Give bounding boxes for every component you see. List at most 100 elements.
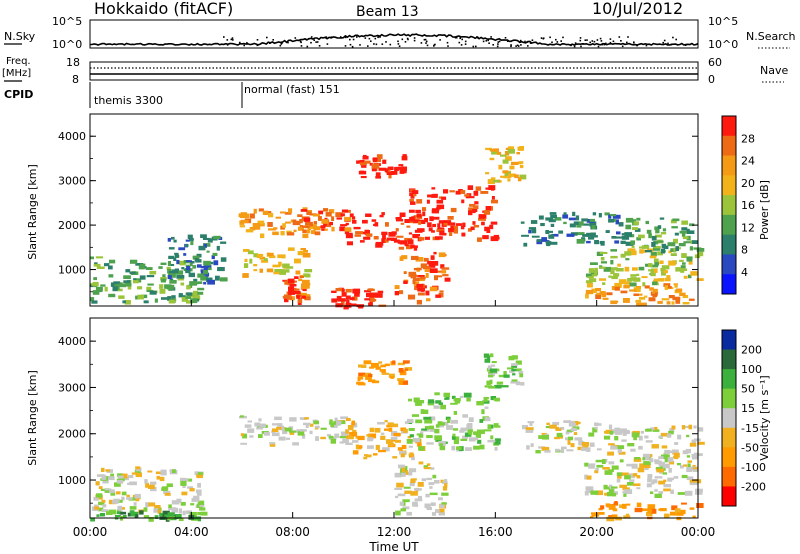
scatter-cell <box>315 436 319 441</box>
scatter-cell <box>346 435 352 439</box>
scatter-cell <box>390 376 395 379</box>
scatter-cell <box>212 252 218 256</box>
scatter-cell <box>460 438 468 441</box>
scatter-cell <box>133 278 137 281</box>
scatter-cell <box>382 234 386 239</box>
scatter-cell <box>287 247 295 251</box>
scatter-cell <box>632 267 638 271</box>
nsearch-dot <box>472 45 475 48</box>
scatter-cell <box>603 484 608 489</box>
scatter-cell <box>252 226 261 230</box>
scatter-cell <box>594 267 598 273</box>
scatter-cell <box>642 453 651 458</box>
scatter-cell <box>154 515 159 519</box>
scatter-cell <box>412 501 418 507</box>
scatter-cell <box>645 428 652 432</box>
scatter-cell <box>591 225 596 230</box>
scatter-cell <box>187 486 193 489</box>
scatter-cell <box>489 206 493 211</box>
scatter-cell <box>504 171 511 177</box>
nsearch-dot <box>352 38 355 41</box>
scatter-cell <box>426 463 431 466</box>
nsearch-dot <box>672 36 674 39</box>
scatter-cell <box>610 249 617 252</box>
scatter-cell <box>676 463 681 466</box>
scatter-cell <box>393 432 401 437</box>
scatter-cell <box>159 288 166 294</box>
scatter-cell <box>647 457 651 460</box>
scatter-cell <box>430 467 435 470</box>
scatter-cell <box>511 368 520 372</box>
scatter-cell <box>657 300 663 304</box>
scatter-cell <box>219 277 228 282</box>
scatter-cell <box>123 280 130 284</box>
scatter-cell <box>303 273 310 278</box>
scatter-cell <box>123 515 127 519</box>
scatter-cell <box>350 297 355 301</box>
scatter-cell <box>654 426 658 430</box>
colorbar-frame <box>721 329 737 507</box>
scatter-cell <box>408 453 414 457</box>
scatter-cell <box>639 463 648 468</box>
scatter-cell <box>587 276 594 279</box>
scatter-cell <box>412 279 416 285</box>
scatter-cell <box>653 241 659 245</box>
scatter-cell <box>133 280 139 284</box>
y-tick-label: 4000 <box>58 335 86 348</box>
scatter-cell <box>330 438 336 444</box>
scatter-cell <box>484 417 491 422</box>
scatter-cell <box>660 432 669 437</box>
scatter-cell <box>427 194 434 198</box>
scatter-cell <box>418 461 424 465</box>
scatter-cell <box>625 258 630 261</box>
scatter-cell <box>289 296 295 301</box>
scatter-cell <box>416 199 423 204</box>
scatter-cell <box>500 154 507 157</box>
scatter-cell <box>439 290 444 293</box>
scatter-cell <box>192 265 197 269</box>
scatter-cell <box>247 428 255 433</box>
scatter-cell <box>659 466 666 471</box>
scatter-cell <box>398 380 403 385</box>
scatter-cell <box>360 176 367 179</box>
scatter-cell <box>604 212 610 216</box>
scatter-cell <box>244 258 248 262</box>
scatter-cell <box>479 419 484 423</box>
scatter-cell <box>686 467 693 472</box>
scatter-cell <box>682 302 690 305</box>
scatter-cell <box>635 273 640 276</box>
scatter-cell <box>616 231 621 235</box>
scatter-cell <box>604 431 608 434</box>
scatter-cell <box>567 429 574 432</box>
scatter-cell <box>448 228 455 233</box>
scatter-cell <box>596 448 602 451</box>
scatter-cell <box>591 512 599 515</box>
scatter-cell <box>413 397 420 403</box>
scatter-cell <box>617 263 621 267</box>
nsearch-dot <box>591 40 594 42</box>
scatter-cell <box>535 450 541 454</box>
nsearch-dot <box>498 40 501 43</box>
nsearch-dot <box>447 45 449 47</box>
scatter-cell <box>188 272 195 278</box>
nsearch-dot <box>584 39 587 41</box>
scatter-cell <box>411 216 415 222</box>
scatter-cell <box>101 467 105 472</box>
scatter-cell <box>631 245 635 248</box>
scatter-cell <box>104 263 110 267</box>
scatter-cell <box>403 280 408 284</box>
scatter-cell <box>124 300 131 305</box>
scatter-cell <box>102 504 107 508</box>
scatter-cell <box>200 266 209 269</box>
scatter-cell <box>419 278 425 282</box>
scatter-cell <box>691 240 699 244</box>
scatter-cell <box>490 236 499 242</box>
scatter-cell <box>325 212 332 217</box>
scatter-cell <box>573 221 581 225</box>
scatter-cell <box>606 292 613 296</box>
scatter-cell <box>98 501 105 506</box>
scatter-cell <box>353 226 361 230</box>
scatter-cell <box>611 276 618 280</box>
scatter-cell <box>487 179 495 185</box>
scatter-cell <box>585 447 591 452</box>
